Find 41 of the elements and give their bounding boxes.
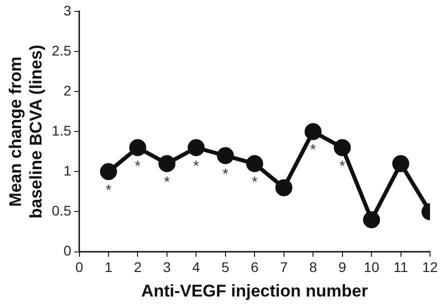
x-tick-label: 3 (163, 259, 172, 276)
point (363, 211, 380, 228)
y-tick-label: 0 (63, 242, 72, 259)
y-tick-label: 1 (63, 162, 72, 179)
x-tick-label: 8 (309, 259, 318, 276)
point (100, 163, 117, 180)
x-tick-label: 10 (364, 259, 380, 276)
annotation: * (252, 174, 258, 191)
y-tick-label: 1.5 (52, 122, 72, 138)
x-tick-label: 7 (280, 259, 288, 276)
x-tick-label: 4 (192, 259, 200, 276)
point (216, 147, 234, 164)
point (334, 139, 351, 156)
annotation: * (310, 142, 316, 159)
annotation: * (106, 182, 112, 199)
point (275, 179, 292, 196)
annotation: * (193, 158, 200, 175)
annotation: * (164, 174, 170, 191)
annotation: * (222, 166, 228, 183)
x-tick-label: 9 (338, 259, 346, 276)
point (392, 155, 410, 172)
x-tick-label: 11 (394, 259, 408, 276)
x-tick-label: 6 (250, 259, 259, 276)
point (246, 155, 264, 172)
y-tick-label: 2 (63, 82, 72, 98)
y-tick-label: 0.5 (52, 202, 72, 219)
point (129, 139, 146, 156)
point (158, 155, 176, 172)
annotation: * (134, 158, 141, 175)
x-tick-label: 12 (422, 259, 438, 276)
x-tick-label: 0 (75, 259, 84, 276)
annotation: * (339, 158, 346, 175)
y-tick-label: 3 (63, 2, 72, 18)
y-axis-title: Mean change from baseline BCVA (lines) (6, 44, 46, 219)
point (188, 139, 205, 156)
x-tick-label: 2 (134, 259, 142, 276)
x-tick-label: 1 (104, 259, 113, 276)
y-tick-label: 2.5 (52, 42, 72, 58)
x-tick-label: 5 (222, 259, 230, 276)
x-axis-title: Anti-VEGF injection number (141, 281, 368, 300)
point (304, 123, 322, 140)
